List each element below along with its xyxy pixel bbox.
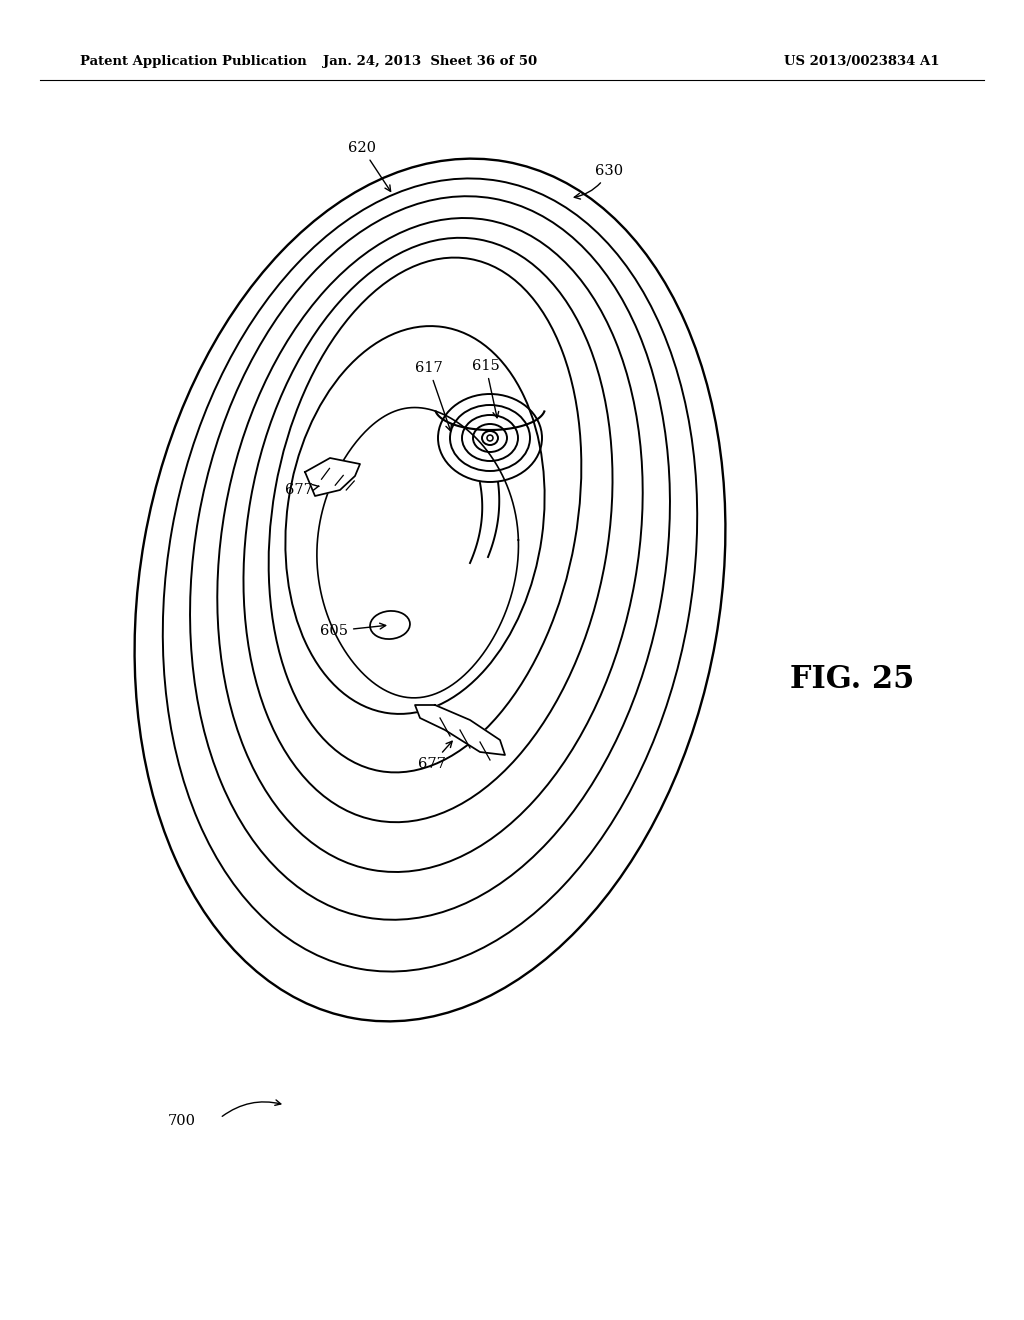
Polygon shape bbox=[305, 458, 360, 496]
Text: 630: 630 bbox=[574, 164, 624, 199]
Text: 677: 677 bbox=[285, 483, 318, 498]
Text: Patent Application Publication: Patent Application Publication bbox=[80, 55, 307, 69]
Text: 677: 677 bbox=[418, 742, 453, 771]
Text: 700: 700 bbox=[168, 1114, 196, 1129]
Text: 620: 620 bbox=[348, 141, 390, 191]
Text: FIG. 25: FIG. 25 bbox=[790, 664, 914, 696]
Text: 617: 617 bbox=[415, 360, 452, 430]
Text: 605: 605 bbox=[319, 623, 386, 638]
Text: US 2013/0023834 A1: US 2013/0023834 A1 bbox=[784, 55, 940, 69]
Ellipse shape bbox=[487, 436, 493, 441]
Text: 615: 615 bbox=[472, 359, 500, 417]
Polygon shape bbox=[415, 705, 505, 755]
Text: Jan. 24, 2013  Sheet 36 of 50: Jan. 24, 2013 Sheet 36 of 50 bbox=[323, 55, 537, 69]
